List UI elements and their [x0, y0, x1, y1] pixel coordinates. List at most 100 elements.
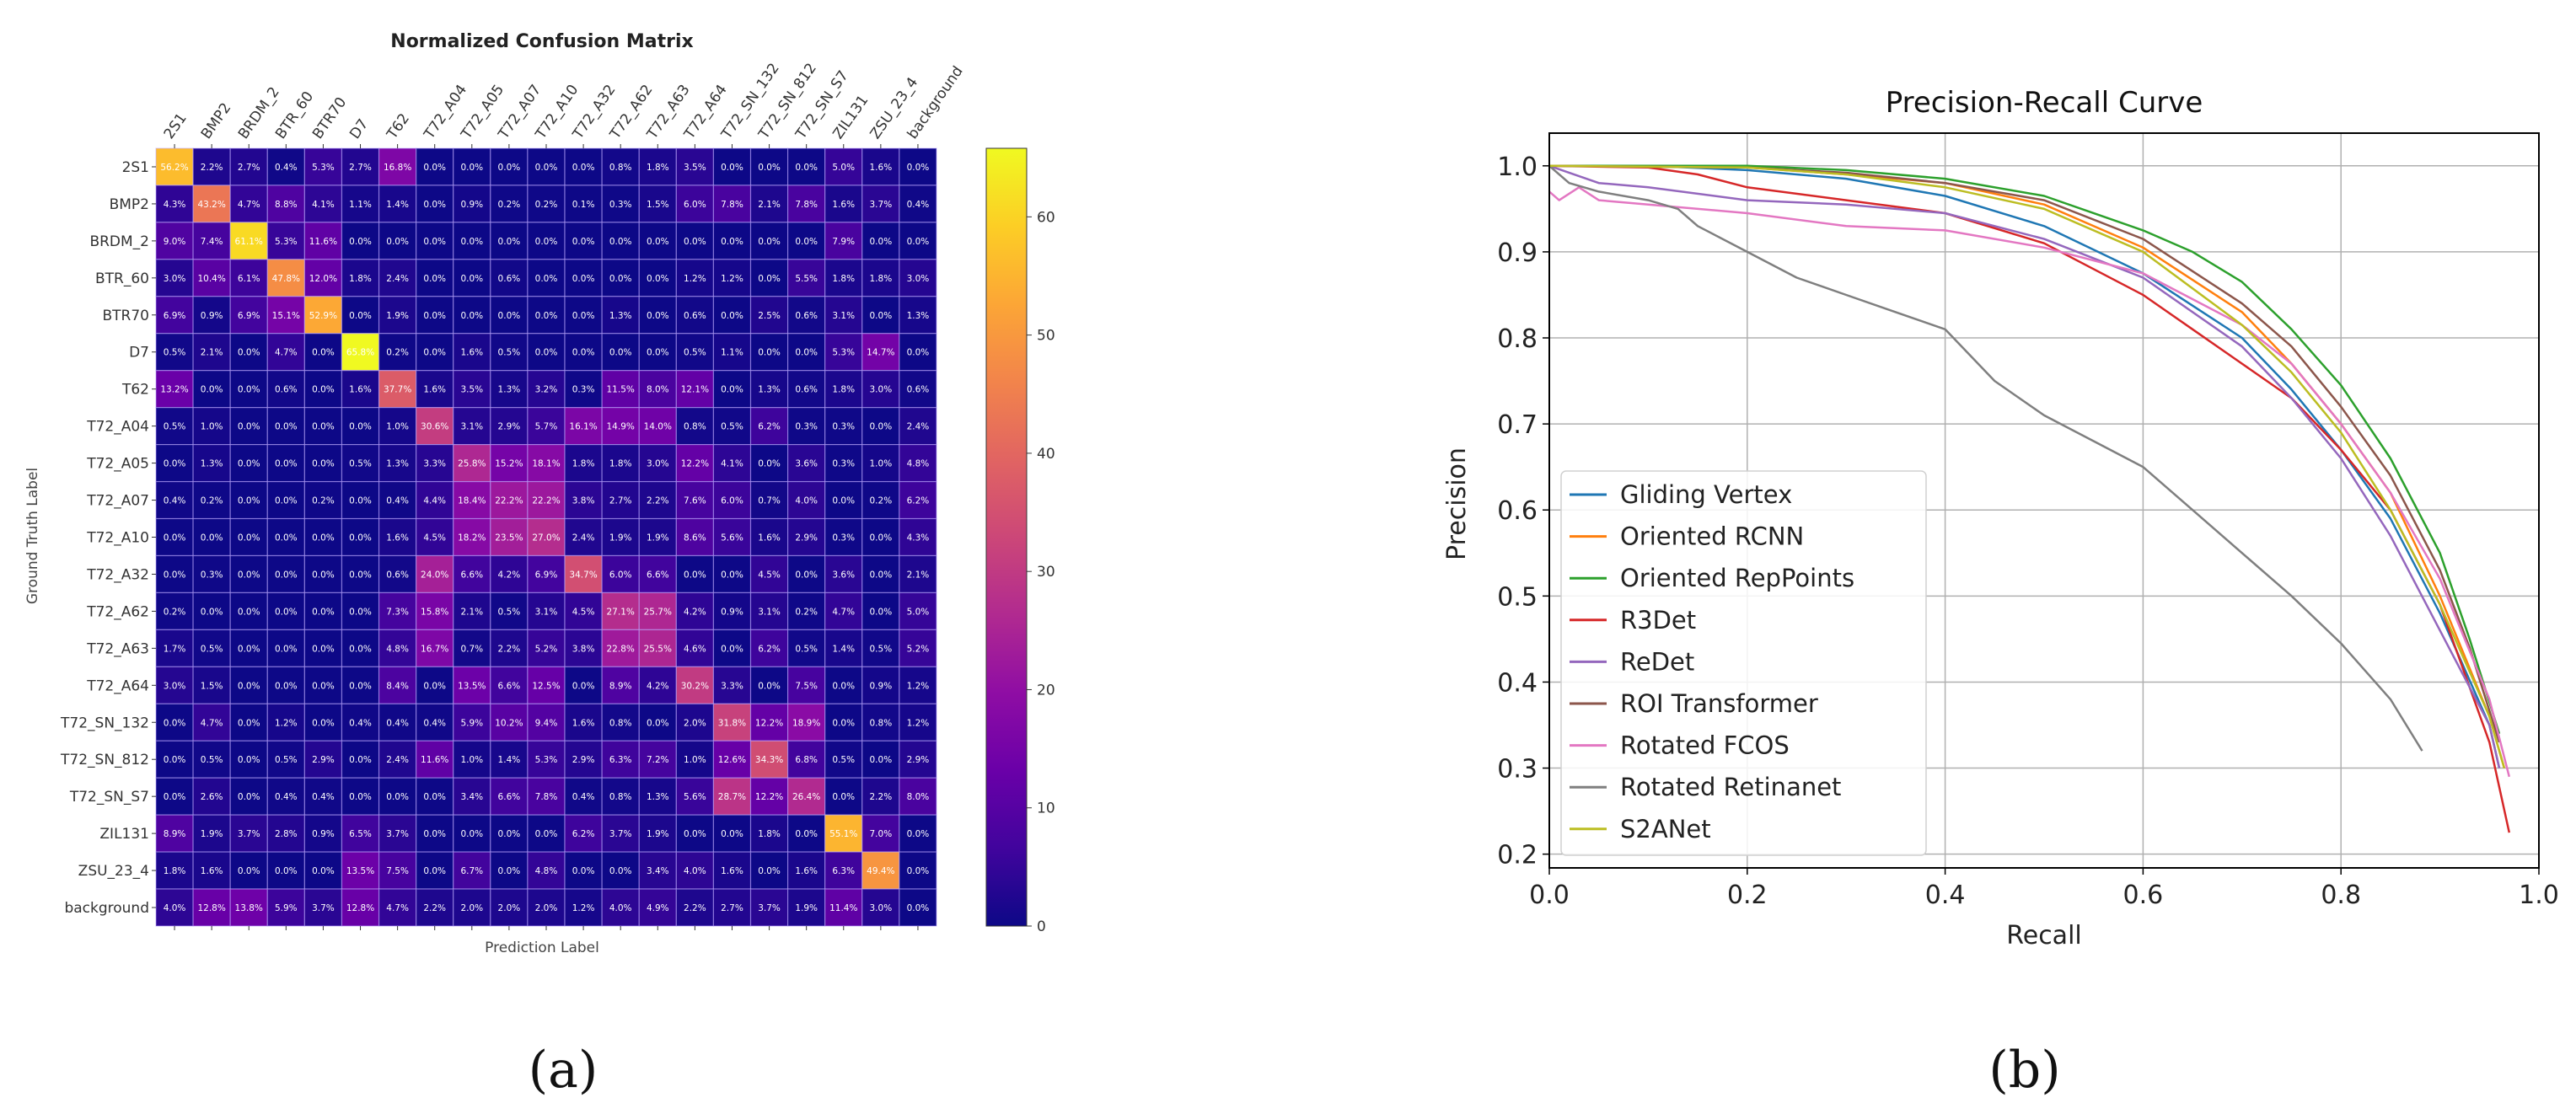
series-line-s2anet: [1549, 164, 2506, 768]
matrix-cell: [303, 480, 343, 520]
matrix-cell-value: 2.9%: [498, 422, 521, 432]
matrix-cell-value: 11.5%: [607, 385, 635, 395]
matrix-cell-value: 11.4%: [829, 903, 857, 913]
matrix-cell: [712, 147, 752, 186]
matrix-cell-value: 0.0%: [275, 496, 298, 506]
matrix-cell: [824, 480, 863, 520]
matrix-cell-value: 0.0%: [312, 866, 335, 876]
matrix-cell: [416, 851, 454, 890]
matrix-cell-value: 0.7%: [460, 644, 483, 654]
matrix-cell-value: 4.8%: [907, 459, 930, 469]
matrix-cell-value: 0.0%: [498, 311, 521, 321]
matrix-cell: [229, 703, 268, 742]
matrix-cell: [192, 333, 231, 372]
matrix-cell-value: 4.6%: [684, 644, 706, 654]
y-tick-label: T72_A05: [86, 456, 149, 473]
matrix-cell-value: 2.2%: [498, 644, 521, 654]
matrix-cell: [266, 592, 305, 630]
matrix-cell: [899, 517, 937, 557]
matrix-cell: [601, 444, 640, 483]
matrix-cell: [899, 259, 937, 297]
matrix-cell-value: 2.0%: [460, 903, 483, 913]
matrix-cell-value: 0.0%: [201, 533, 223, 543]
matrix-cell: [601, 222, 640, 260]
matrix-cell-value: 0.9%: [312, 829, 335, 839]
matrix-cell: [453, 666, 491, 704]
matrix-cell-value: 3.4%: [647, 866, 669, 876]
matrix-cell-value: 0.0%: [312, 533, 335, 543]
matrix-cell: [564, 296, 603, 335]
matrix-cell-value: 0.0%: [423, 681, 446, 691]
matrix-cell-value: 4.0%: [795, 496, 818, 506]
matrix-cell-value: 9.4%: [535, 718, 558, 728]
confusion-matrix-xlabel: Prediction Label: [485, 940, 599, 956]
colorbar-gradient: [985, 147, 1028, 927]
matrix-cell-value: 2.7%: [609, 496, 632, 506]
matrix-cell-value: 4.0%: [609, 903, 632, 913]
matrix-cell-value: 5.5%: [795, 274, 818, 284]
matrix-cell: [229, 296, 268, 335]
matrix-cell: [638, 296, 677, 335]
matrix-cell-value: 0.0%: [349, 422, 372, 432]
matrix-cell: [749, 480, 789, 520]
matrix-cell-value: 1.9%: [201, 829, 223, 839]
matrix-cell-value: 0.0%: [238, 607, 260, 617]
x-tick-label: 1.0: [2519, 881, 2559, 910]
matrix-cell: [861, 444, 900, 483]
matrix-cell-value: 6.6%: [498, 681, 521, 691]
y-tick-label: T72_A04: [86, 419, 149, 436]
matrix-cell-value: 1.1%: [349, 200, 372, 210]
matrix-cell-value: 6.2%: [758, 422, 781, 432]
matrix-cell-value: 1.6%: [386, 533, 409, 543]
matrix-cell: [229, 777, 268, 816]
matrix-cell: [824, 851, 863, 890]
matrix-cell-value: 0.2%: [201, 496, 223, 506]
matrix-cell-value: 0.0%: [609, 348, 632, 358]
matrix-cell-value: 4.2%: [498, 570, 521, 580]
matrix-cell: [749, 851, 789, 890]
matrix-cell-value: 0.0%: [312, 607, 335, 617]
matrix-cell: [527, 666, 566, 704]
matrix-cell: [787, 147, 826, 186]
matrix-cell-value: 3.6%: [795, 459, 818, 469]
matrix-cell: [899, 370, 937, 409]
matrix-cell-value: 0.0%: [907, 348, 930, 358]
matrix-cell-value: 1.0%: [201, 422, 223, 432]
x-tick-label: background: [904, 63, 967, 142]
matrix-cell: [303, 666, 343, 704]
matrix-cell: [824, 740, 863, 779]
matrix-cell: [601, 480, 640, 520]
matrix-cell: [155, 517, 194, 557]
matrix-cell-value: 12.0%: [309, 274, 337, 284]
matrix-cell-value: 8.9%: [609, 681, 632, 691]
matrix-cell-value: 2.7%: [721, 903, 743, 913]
matrix-cell: [416, 592, 454, 630]
matrix-cell-value: 3.3%: [423, 459, 446, 469]
matrix-cell: [675, 740, 715, 779]
matrix-cell: [229, 370, 268, 409]
matrix-cell-value: 0.0%: [721, 163, 743, 173]
matrix-cell-value: 4.8%: [386, 644, 409, 654]
matrix-cell-value: 0.0%: [349, 237, 372, 247]
matrix-cell-value: 0.4%: [907, 200, 930, 210]
matrix-cell-value: 0.0%: [238, 459, 260, 469]
matrix-cell-value: 14.9%: [607, 422, 635, 432]
y-tick-label: 0.5: [1497, 582, 1538, 612]
matrix-cell: [490, 259, 529, 297]
matrix-cell-value: 1.6%: [201, 866, 223, 876]
matrix-cell: [638, 407, 677, 446]
matrix-cell-value: 0.0%: [201, 607, 223, 617]
matrix-cell: [453, 517, 491, 557]
y-tick-label: T72_SN_S7: [69, 789, 149, 806]
matrix-cell-value: 0.0%: [758, 274, 781, 284]
matrix-cell-value: 0.3%: [201, 570, 223, 580]
matrix-cell: [155, 259, 194, 297]
x-tick-label: 2S1: [161, 110, 191, 142]
y-tick-label: T72_A07: [86, 493, 149, 510]
matrix-cell-value: 2.6%: [201, 792, 223, 802]
matrix-cell: [266, 740, 305, 779]
matrix-cell-value: 0.0%: [460, 274, 483, 284]
matrix-cell-value: 6.2%: [758, 644, 781, 654]
matrix-cell-value: 8.4%: [386, 681, 409, 691]
matrix-cell: [416, 407, 454, 446]
